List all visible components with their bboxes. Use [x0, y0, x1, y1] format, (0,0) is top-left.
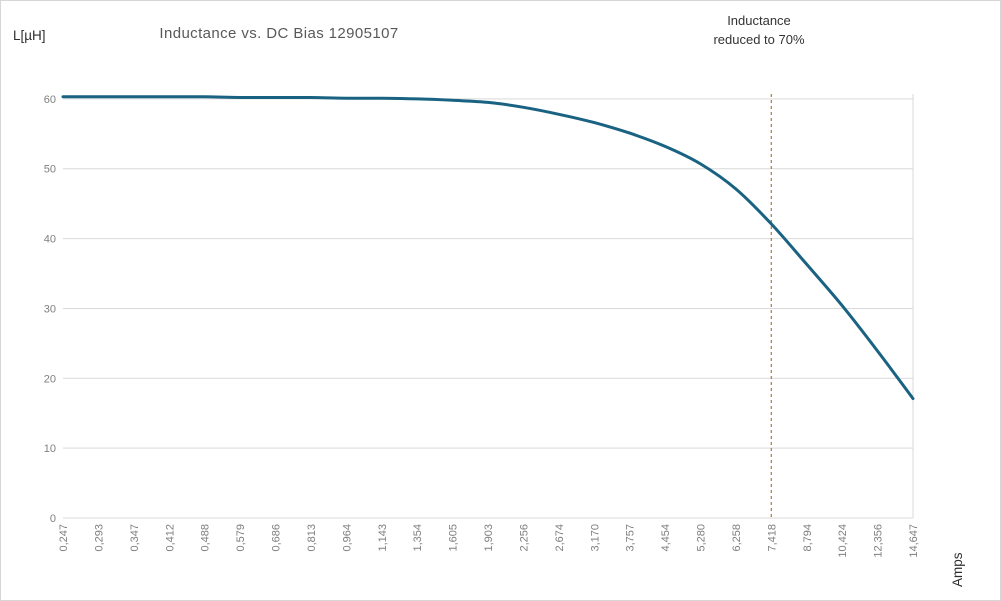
x-tick-label: 1,605	[448, 524, 460, 552]
x-tick-label: 7,418	[766, 524, 778, 552]
x-tick-label: 0,813	[306, 524, 318, 552]
y-tick-label: 60	[44, 94, 56, 106]
y-axis-title: L[µH]	[13, 28, 46, 43]
x-tick-label: 0,247	[58, 524, 70, 552]
x-tick-label: 0,579	[235, 524, 247, 552]
y-tick-label: 20	[44, 373, 56, 385]
x-tick-label: 0,488	[200, 524, 212, 552]
chart-title: Inductance vs. DC Bias 12905107	[159, 25, 399, 42]
x-tick-label: 14,647	[908, 524, 920, 558]
series-curve-inductance	[61, 95, 915, 401]
y-tick-label: 30	[44, 303, 56, 315]
x-tick-label: 6,258	[731, 524, 743, 552]
x-tick-label: 12,356	[873, 524, 885, 558]
x-tick-label: 2,674	[554, 524, 566, 552]
x-tick-label: 0,293	[93, 524, 105, 552]
x-axis-title: Amps	[950, 552, 965, 587]
x-tick-label: 0,686	[271, 524, 283, 552]
y-tick-label: 10	[44, 443, 56, 455]
y-tick-label: 50	[44, 164, 56, 176]
annotation-line2: reduced to 70%	[713, 31, 805, 47]
x-tick-label: 8,794	[802, 524, 814, 552]
x-tick-label: 1,903	[483, 524, 495, 552]
x-tick-label: 2,256	[518, 524, 530, 552]
x-tick-label: 3,757	[625, 524, 637, 552]
annotation-line1: Inductance	[727, 13, 791, 28]
y-tick-label: 0	[50, 513, 56, 525]
x-tick-label: 1,143	[377, 524, 389, 552]
x-tick-label: 3,170	[589, 524, 601, 552]
x-tick-label: 0,964	[341, 524, 353, 552]
x-tick-label: 5,280	[696, 524, 708, 552]
x-tick-label: 0,347	[129, 524, 141, 552]
y-tick-label: 40	[44, 234, 56, 246]
x-tick-label: 0,412	[164, 524, 176, 552]
annotation-inductance-70pct: Inductance reduced to 70%	[649, 12, 869, 49]
x-tick-label: 1,354	[412, 524, 424, 552]
x-tick-label: 10,424	[837, 524, 849, 558]
x-tick-label: 4,454	[660, 524, 672, 552]
